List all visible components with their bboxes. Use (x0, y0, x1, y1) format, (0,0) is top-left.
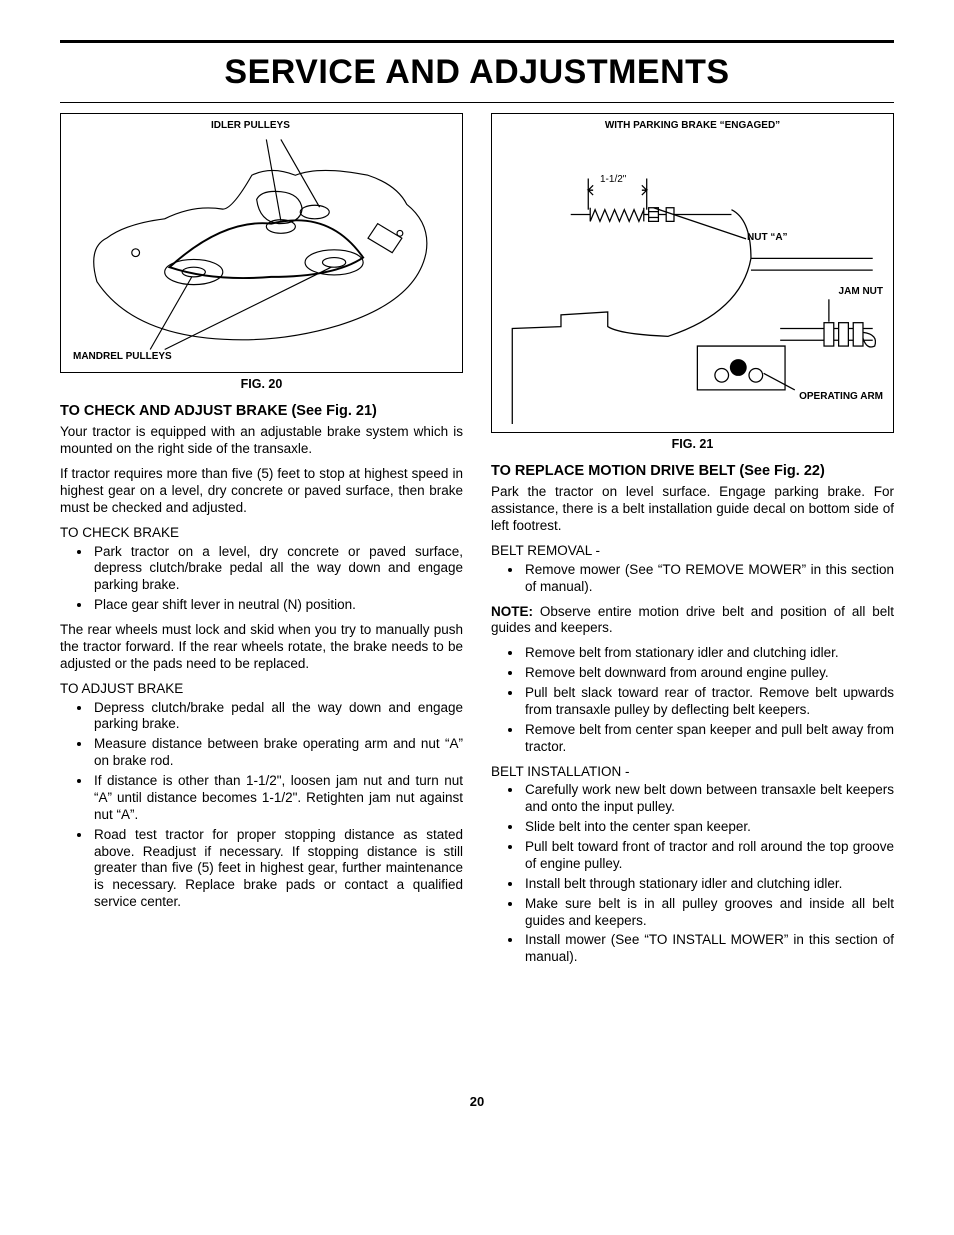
list-item: Measure distance between brake operating… (92, 736, 463, 770)
page-number: 20 (60, 1094, 894, 1110)
list-item: Carefully work new belt down between tra… (523, 782, 894, 816)
check-adjust-brake-heading: TO CHECK AND ADJUST BRAKE (See Fig. 21) (60, 402, 463, 420)
fig21-caption: FIG. 21 (491, 437, 894, 453)
list-item: Remove belt downward from around engine … (523, 665, 894, 682)
belt-install-subhead: BELT INSTALLATION - (491, 764, 894, 781)
replace-belt-intro: Park the tractor on level surface. Engag… (491, 484, 894, 535)
note-label: NOTE: (491, 604, 533, 619)
list-item: Remove belt from stationary idler and cl… (523, 645, 894, 662)
belt-install-list: Carefully work new belt down between tra… (491, 782, 894, 966)
divider-bottom-thin (60, 102, 894, 103)
brake-diagram-icon (500, 122, 885, 424)
belt-removal-subhead: BELT REMOVAL - (491, 543, 894, 560)
list-item: Place gear shift lever in neutral (N) po… (92, 597, 463, 614)
list-item: Pull belt slack toward rear of tractor. … (523, 685, 894, 719)
note-text: Observe entire motion drive belt and pos… (491, 604, 894, 636)
list-item: Road test tractor for proper stopping di… (92, 827, 463, 911)
replace-belt-heading: TO REPLACE MOTION DRIVE BELT (See Fig. 2… (491, 462, 894, 480)
list-item: If distance is other than 1-1/2", loosen… (92, 773, 463, 824)
fig20-label-mandrel: MANDREL PULLEYS (73, 351, 172, 364)
adjust-brake-list: Depress clutch/brake pedal all the way d… (60, 700, 463, 912)
list-item: Remove belt from center span keeper and … (523, 722, 894, 756)
check-brake-list: Park tractor on a level, dry concrete or… (60, 544, 463, 615)
fig21-nut-a: NUT “A” (747, 232, 788, 245)
figure-21: WITH PARKING BRAKE “ENGAGED” 1-1/2" NUT … (491, 113, 894, 433)
note-para: NOTE: Observe entire motion drive belt a… (491, 604, 894, 638)
list-item: Park tractor on a level, dry concrete or… (92, 544, 463, 595)
belt-removal-list2: Remove belt from stationary idler and cl… (491, 645, 894, 755)
brake-condition-para: If tractor requires more than five (5) f… (60, 466, 463, 517)
fig21-title: WITH PARKING BRAKE “ENGAGED” (492, 120, 893, 133)
rear-wheels-para: The rear wheels must lock and skid when … (60, 622, 463, 673)
to-check-brake-subhead: TO CHECK BRAKE (60, 525, 463, 542)
belt-removal-list1: Remove mower (See “TO REMOVE MOWER” in t… (491, 562, 894, 596)
right-column: WITH PARKING BRAKE “ENGAGED” 1-1/2" NUT … (491, 113, 894, 975)
list-item: Remove mower (See “TO REMOVE MOWER” in t… (523, 562, 894, 596)
page-title: SERVICE AND ADJUSTMENTS (60, 45, 894, 102)
fig21-jam-nut: JAM NUT (839, 286, 883, 299)
fig21-op-arm: OPERATING ARM (799, 391, 883, 404)
mower-deck-diagram-icon (69, 122, 454, 364)
divider-top-thick (60, 40, 894, 43)
left-column: IDLER PULLEYS MANDREL PULLEYS (60, 113, 463, 975)
to-adjust-brake-subhead: TO ADJUST BRAKE (60, 681, 463, 698)
fig21-dim: 1-1/2" (600, 174, 626, 187)
list-item: Make sure belt is in all pulley grooves … (523, 896, 894, 930)
list-item: Depress clutch/brake pedal all the way d… (92, 700, 463, 734)
list-item: Pull belt toward front of tractor and ro… (523, 839, 894, 873)
list-item: Slide belt into the center span keeper. (523, 819, 894, 836)
brake-intro-para: Your tractor is equipped with an adjusta… (60, 424, 463, 458)
list-item: Install belt through stationary idler an… (523, 876, 894, 893)
list-item: Install mower (See “TO INSTALL MOWER” in… (523, 932, 894, 966)
fig20-caption: FIG. 20 (60, 377, 463, 393)
figure-20: IDLER PULLEYS MANDREL PULLEYS (60, 113, 463, 373)
fig20-label-idler: IDLER PULLEYS (211, 120, 290, 133)
two-column-layout: IDLER PULLEYS MANDREL PULLEYS (60, 113, 894, 975)
